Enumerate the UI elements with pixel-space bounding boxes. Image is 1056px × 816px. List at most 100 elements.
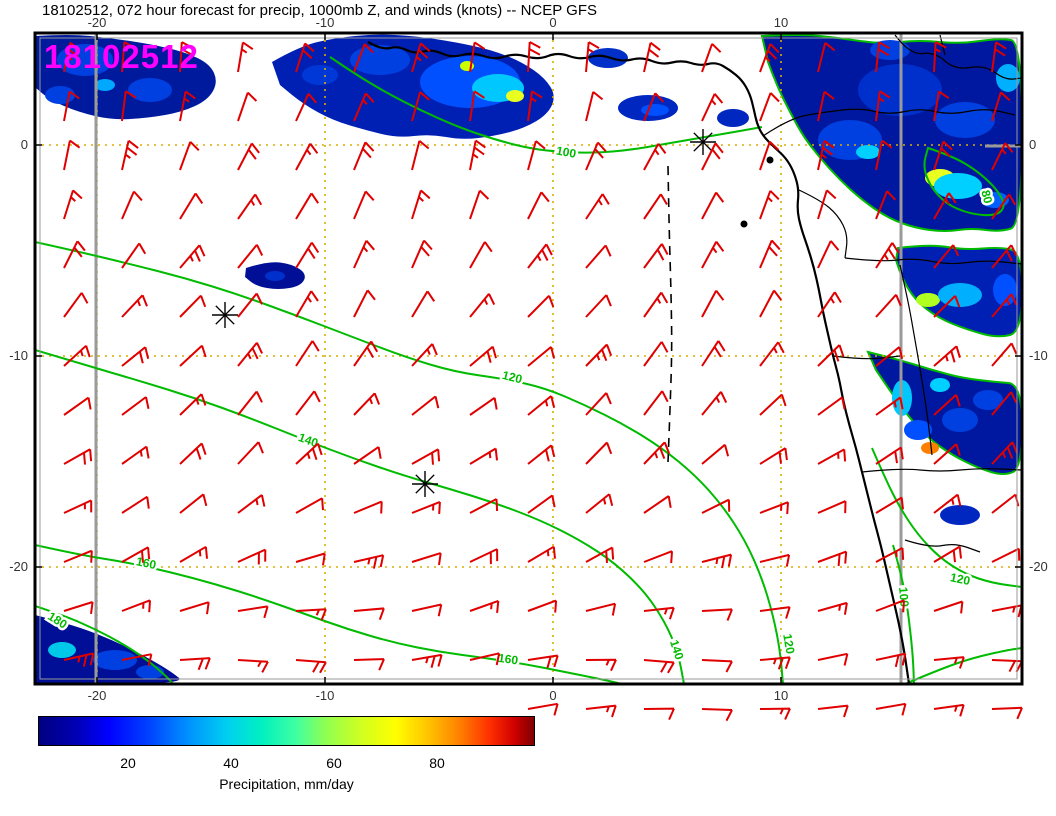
wind-barb [585,658,617,672]
wind-barb [701,608,733,621]
wind-barb [875,446,904,465]
wind-barb [63,344,91,367]
wind-barb [469,447,498,465]
wind-barb [643,659,675,674]
x-axis-tick-label: 0 [549,688,556,703]
wind-barb [353,554,385,569]
wind-barb [759,43,780,73]
svg-text:120: 120 [949,570,972,588]
wind-barb [121,599,151,613]
wind-barb [759,447,788,465]
wind-barb [759,239,781,269]
wind-barb [933,295,961,318]
country-border [762,108,1016,137]
wind-barb [759,606,791,619]
wind-barb [875,346,904,367]
wind-barb [411,343,438,367]
wind-barb [237,342,263,367]
wind-barb [527,545,556,563]
wind-barb [121,495,150,514]
wind-barb [237,244,264,269]
wind-barb [701,498,731,514]
wind-barb [585,704,617,718]
wind-barb [817,139,835,171]
wind-barb [411,42,431,73]
wind-barb [237,292,263,318]
y-axis-tick-label: 0 [21,137,28,152]
wind-barb [991,293,1018,318]
wind-barb [643,495,672,514]
country-border [798,189,848,259]
y-axis-tick-label: 0 [1029,137,1036,152]
wind-barb [295,608,327,621]
wind-barb [991,441,1018,465]
wind-barb [933,443,961,465]
wind-barb [121,546,151,563]
wind-barb [875,139,893,171]
wind-barb [237,441,264,465]
wind-barb [817,704,849,718]
country-border [844,257,1022,265]
island [766,156,774,164]
y-axis-tick-label: -20 [1029,559,1048,574]
wind-barb [701,290,725,318]
wind-barb [875,294,902,318]
wind-barb [63,448,93,465]
wind-barb [121,346,150,367]
wind-barb [701,93,724,122]
wind-barb [585,244,612,269]
wind-barb [295,552,326,566]
wind-barb [411,290,436,318]
svg-text:140: 140 [296,430,320,450]
wind-barb [585,546,615,563]
wind-barb [527,41,541,73]
wind-barb [701,43,722,73]
wind-barb [353,240,375,269]
x-axis-tick-label: -10 [316,15,335,30]
country-border [894,34,1022,80]
wind-barb [759,393,787,416]
wind-barb [701,708,733,722]
wind-barb [875,41,890,73]
wind-barb [353,92,375,122]
wind-barb [411,603,443,617]
wind-barb [701,443,730,465]
x-axis-tick-label: -20 [88,688,107,703]
wind-barb [817,291,842,318]
wind-barb [411,189,431,220]
wind-barb [701,391,728,416]
wind-barb [179,294,207,318]
svg-text:160: 160 [135,554,158,572]
wind-barb [353,392,381,416]
svg-text:120: 120 [780,633,797,655]
wind-barb [63,396,92,416]
wind-barb [933,90,950,122]
wind-barb [63,41,81,73]
wind-barb [817,652,849,666]
wind-barb [701,241,725,269]
svg-text:160: 160 [497,651,519,668]
wind-barb [411,91,430,122]
wind-barb [353,340,379,367]
wind-barb [933,41,947,73]
wind-barb [179,344,207,367]
wind-barb [237,659,269,673]
wind-barb [701,553,733,569]
wind-barb [527,444,556,465]
wind-barb [411,653,443,668]
wind-barb [353,500,383,514]
wind-barb [237,494,266,514]
wind-barb [237,41,254,73]
wind-barb [121,396,150,416]
wind-barb [411,500,441,514]
wind-barb [991,342,1018,367]
wind-barb [527,346,556,367]
wind-barb [469,90,485,122]
wind-barb [63,189,83,220]
wind-barb [237,548,267,565]
wind-barb [63,240,86,269]
